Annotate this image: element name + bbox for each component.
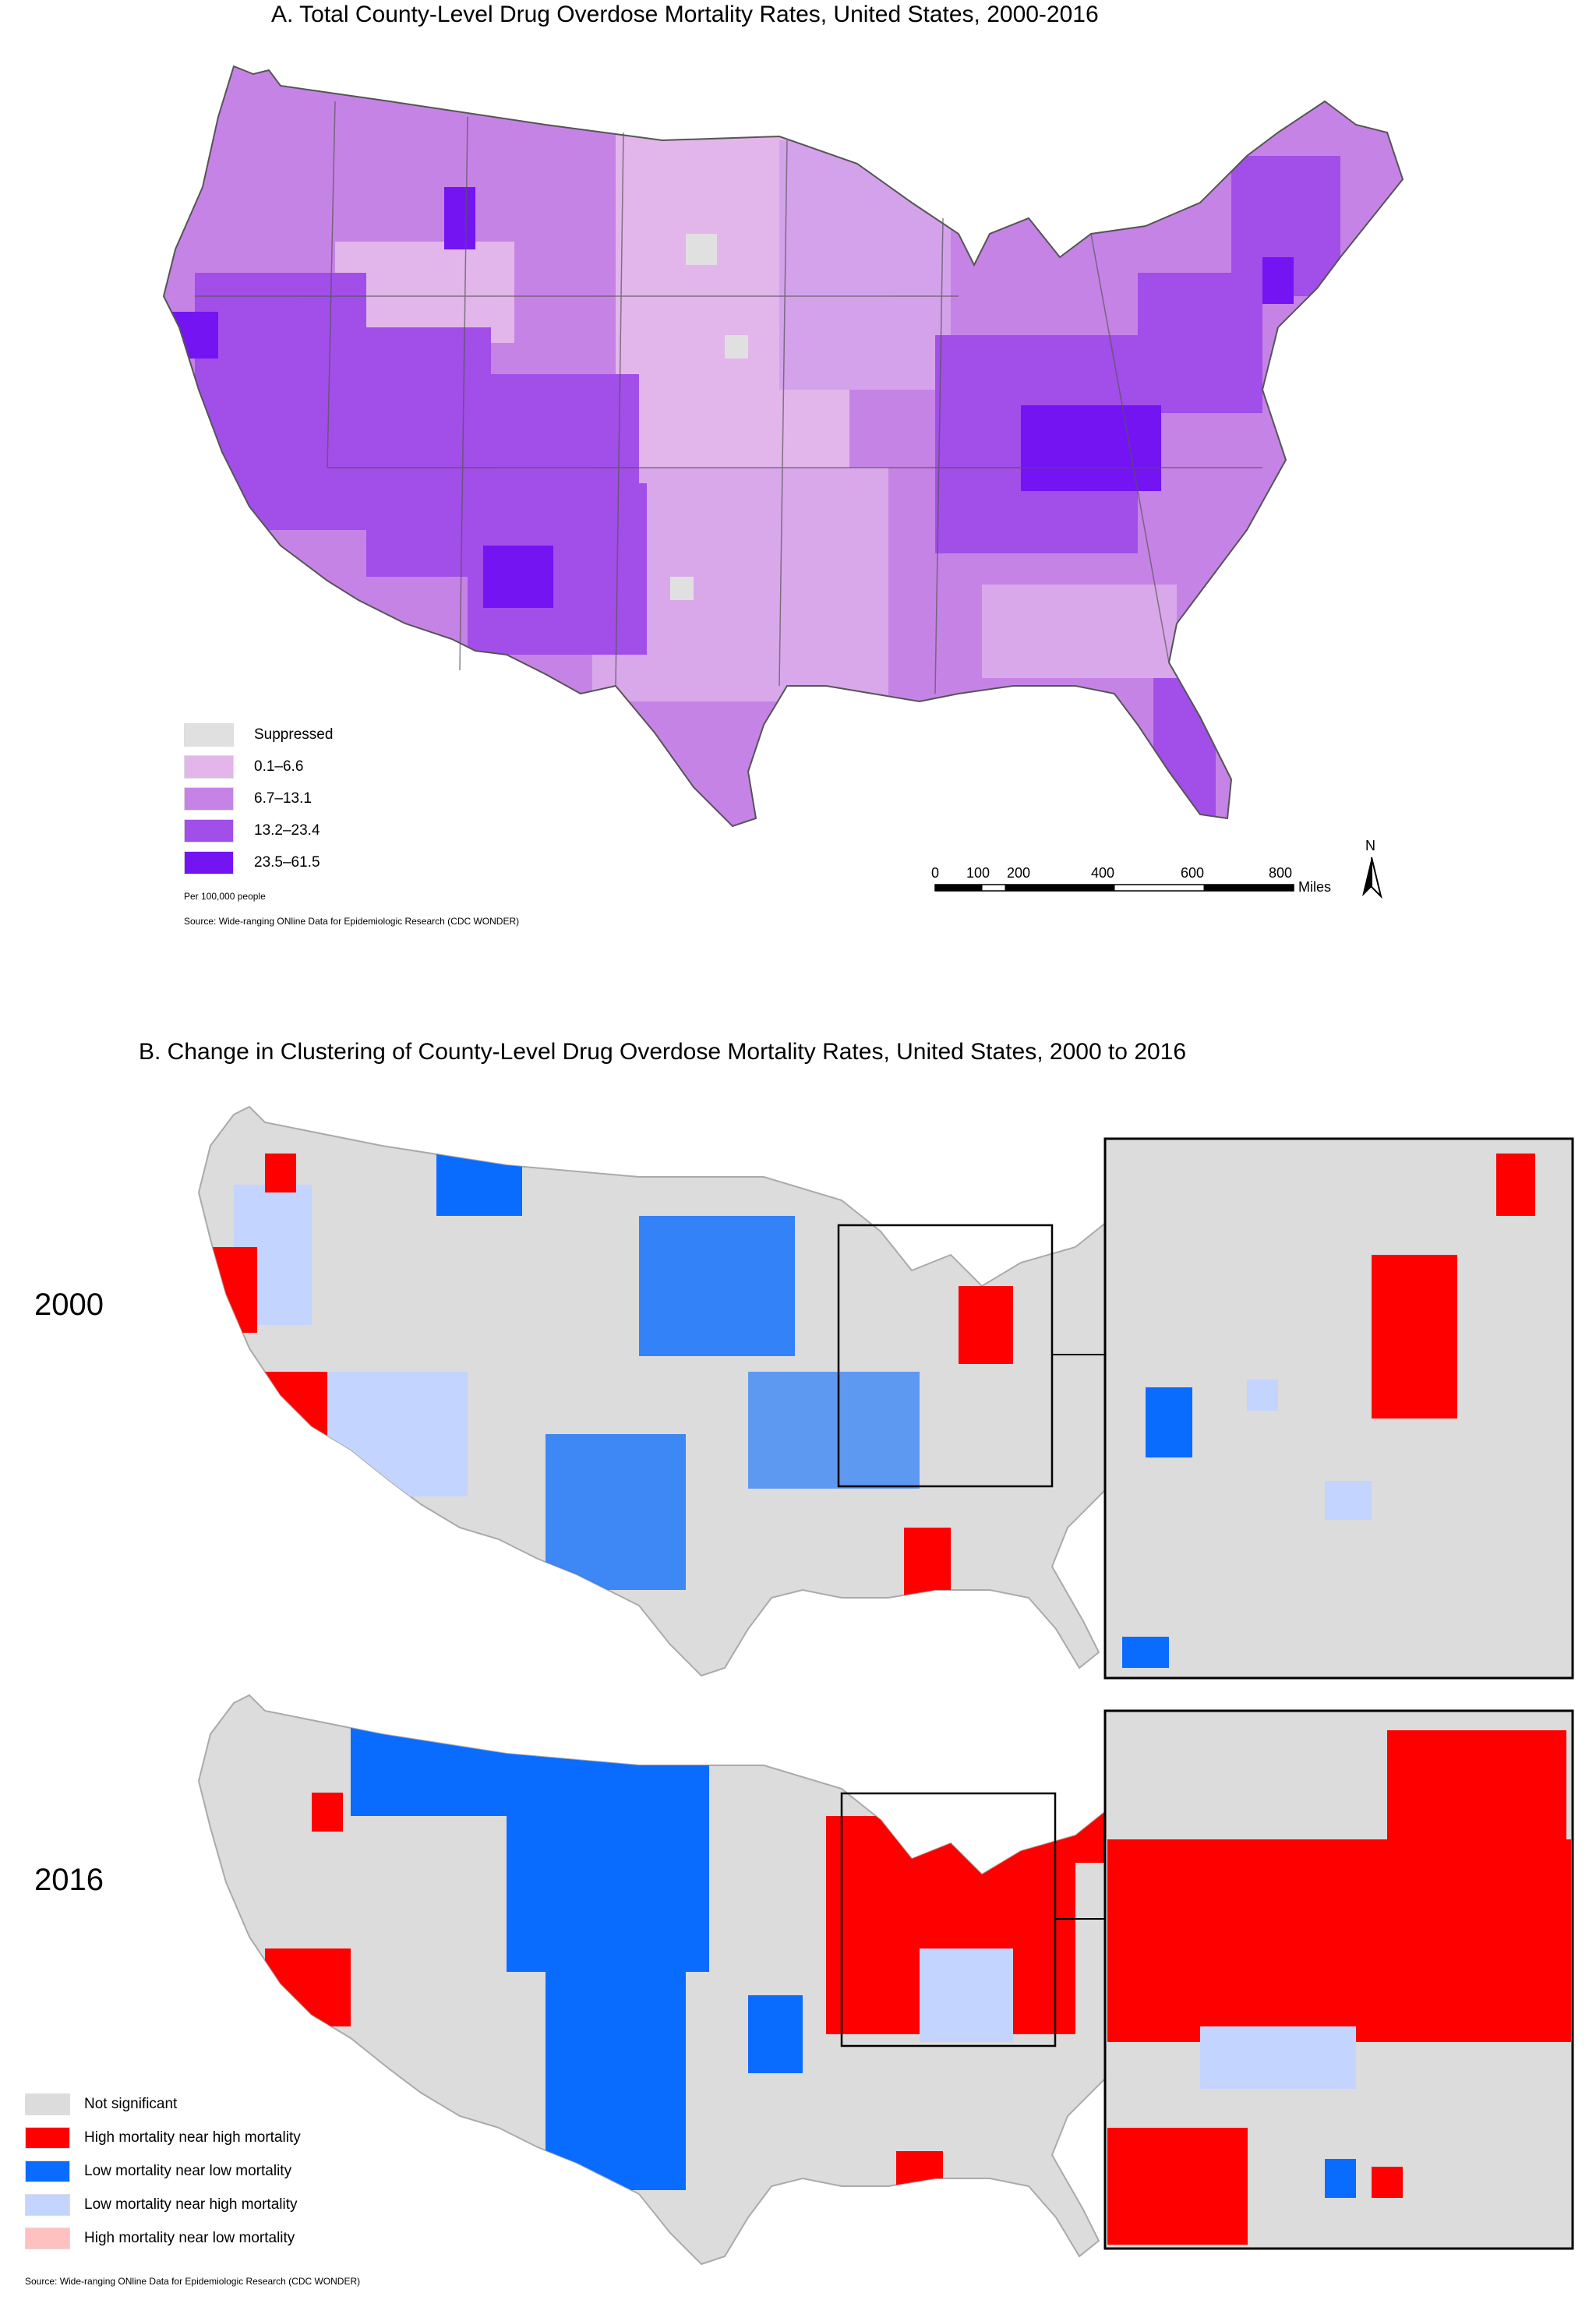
legend-b-item-3: Low mortality near high mortality bbox=[25, 2194, 298, 2216]
legend-label: 0.1–6.6 bbox=[254, 758, 304, 775]
legend-label: 23.5–61.5 bbox=[254, 854, 320, 871]
inset-2000 bbox=[1103, 1137, 1574, 1680]
scale-tick: 200 bbox=[1007, 865, 1031, 881]
legend-swatch bbox=[25, 2228, 70, 2249]
scale-tick: 0 bbox=[931, 865, 940, 881]
legend-label: Low mortality near low mortality bbox=[84, 2163, 292, 2179]
legend-b-item-1: High mortality near high mortality bbox=[25, 2127, 301, 2149]
legend-swatch bbox=[25, 2127, 70, 2149]
scale-tick: 600 bbox=[1181, 865, 1205, 881]
legend-label: High mortality near low mortality bbox=[84, 2230, 295, 2246]
panel-a-title: A. Total County-Level Drug Overdose Mort… bbox=[271, 2, 1099, 27]
legend-swatch bbox=[184, 723, 234, 747]
legend-a-item-1: 0.1–6.6 bbox=[184, 755, 303, 779]
legend-a-item-0: Suppressed bbox=[184, 723, 333, 747]
legend-label: Low mortality near high mortality bbox=[84, 2196, 298, 2213]
legend-swatch bbox=[184, 819, 234, 843]
scale-tick: 800 bbox=[1269, 865, 1293, 881]
legend-b-item-2: Low mortality near low mortality bbox=[25, 2160, 291, 2182]
per-note: Per 100,000 people bbox=[184, 891, 266, 902]
legend-label: 6.7–13.1 bbox=[254, 790, 312, 807]
legend-label: Not significant bbox=[84, 2096, 178, 2112]
source-b: Source: Wide-ranging ONline Data for Epi… bbox=[25, 2276, 361, 2287]
scale-tick: 400 bbox=[1091, 865, 1115, 881]
scale-unit: Miles bbox=[1298, 879, 1332, 895]
scale-bar bbox=[934, 884, 1294, 892]
legend-label: Suppressed bbox=[254, 726, 334, 743]
legend-swatch bbox=[184, 851, 234, 874]
year-label-2000: 2000 bbox=[34, 1288, 104, 1322]
legend-label: 13.2–23.4 bbox=[254, 822, 320, 839]
legend-a-item-2: 6.7–13.1 bbox=[184, 787, 312, 811]
north-arrow-icon bbox=[1362, 857, 1382, 899]
cluster-map-2000 bbox=[197, 1105, 1241, 1677]
legend-b-item-0: Not significant bbox=[25, 2093, 177, 2115]
north-label: N bbox=[1365, 838, 1375, 853]
legend-swatch bbox=[25, 2194, 70, 2216]
legend-b-item-4: High mortality near low mortality bbox=[25, 2228, 295, 2249]
inset-2016 bbox=[1103, 1709, 1574, 2250]
legend-a-item-4: 23.5–61.5 bbox=[184, 851, 320, 874]
inset-outline-2000 bbox=[837, 1224, 1054, 1488]
legend-swatch bbox=[184, 787, 234, 811]
cluster-map-2016 bbox=[197, 1694, 1241, 2266]
legend-swatch bbox=[25, 2160, 70, 2182]
source-a: Source: Wide-ranging ONline Data for Epi… bbox=[184, 916, 520, 927]
legend-swatch bbox=[25, 2093, 70, 2115]
year-label-2016: 2016 bbox=[34, 1863, 104, 1897]
scale-tick: 100 bbox=[966, 865, 990, 881]
legend-a-item-3: 13.2–23.4 bbox=[184, 819, 320, 843]
legend-label: High mortality near high mortality bbox=[84, 2129, 301, 2146]
mortality-rate-map bbox=[162, 65, 1404, 828]
legend-swatch bbox=[184, 755, 234, 779]
panel-b-title: B. Change in Clustering of County-Level … bbox=[139, 1039, 1187, 1065]
